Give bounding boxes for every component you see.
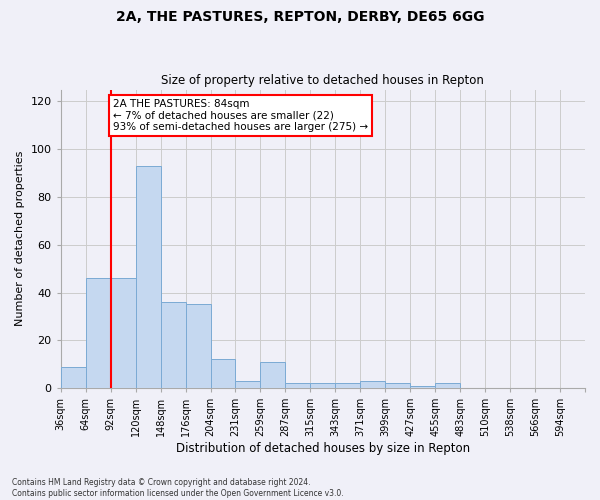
Bar: [136, 166, 161, 388]
Bar: [310, 384, 335, 388]
Bar: [260, 362, 286, 388]
Text: Contains HM Land Registry data © Crown copyright and database right 2024.
Contai: Contains HM Land Registry data © Crown c…: [12, 478, 344, 498]
Bar: [385, 384, 410, 388]
Y-axis label: Number of detached properties: Number of detached properties: [15, 151, 25, 326]
Title: Size of property relative to detached houses in Repton: Size of property relative to detached ho…: [161, 74, 484, 87]
Bar: [161, 302, 185, 388]
Bar: [335, 384, 361, 388]
Bar: [185, 304, 211, 388]
Text: 2A THE PASTURES: 84sqm
← 7% of detached houses are smaller (22)
93% of semi-deta: 2A THE PASTURES: 84sqm ← 7% of detached …: [113, 99, 368, 132]
Bar: [211, 360, 235, 388]
Bar: [286, 384, 310, 388]
Bar: [235, 381, 260, 388]
X-axis label: Distribution of detached houses by size in Repton: Distribution of detached houses by size …: [176, 442, 470, 455]
Bar: [435, 384, 460, 388]
Bar: [86, 278, 110, 388]
Bar: [61, 366, 86, 388]
Bar: [361, 381, 385, 388]
Bar: [410, 386, 435, 388]
Text: 2A, THE PASTURES, REPTON, DERBY, DE65 6GG: 2A, THE PASTURES, REPTON, DERBY, DE65 6G…: [116, 10, 484, 24]
Bar: [110, 278, 136, 388]
